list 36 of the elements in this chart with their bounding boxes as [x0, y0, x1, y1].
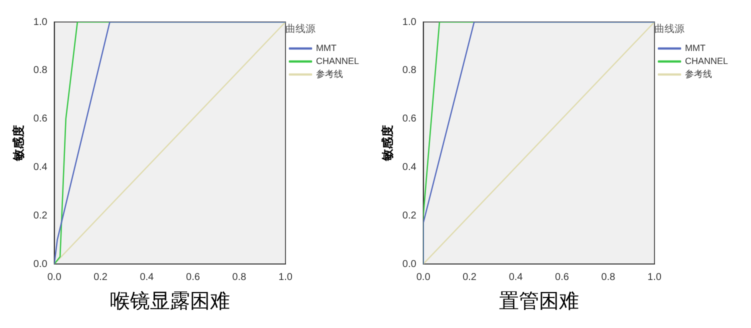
y-axis-title: 敏感度	[11, 125, 26, 162]
x-tick-label: 0.6	[186, 272, 200, 283]
legend-label: 参考线	[684, 68, 712, 79]
y-tick-label: 0.6	[402, 114, 417, 125]
x-tick-label: 0.4	[140, 272, 154, 283]
y-tick-label: 0.2	[33, 210, 48, 222]
x-tick-label: 0.2	[462, 272, 477, 283]
y-tick-label: 0.6	[33, 114, 48, 125]
y-tick-label: 1.0	[402, 16, 417, 28]
legend-label: 参考线	[316, 68, 343, 79]
legend-label: MMT	[684, 42, 706, 53]
x-tick-label: 1.0	[648, 272, 662, 283]
legend-label: CHANNEL	[316, 56, 360, 66]
y-axis-title: 敏感度	[380, 125, 394, 162]
legend-label: MMT	[316, 42, 337, 53]
y-tick-label: 0.4	[33, 162, 48, 173]
y-tick-label: 0.4	[402, 162, 417, 173]
legend-label: CHANNEL	[684, 56, 728, 66]
y-tick-label: 0.0	[33, 258, 48, 270]
x-tick-label: 0.0	[47, 272, 62, 283]
y-tick-label: 0.2	[402, 210, 417, 222]
legend-title: 曲线源	[285, 22, 316, 35]
x-tick-label: 0.8	[601, 272, 616, 283]
x-tick-label: 0.6	[555, 272, 570, 283]
y-tick-label: 0.8	[402, 65, 417, 76]
x-tick-label: 0.2	[94, 272, 108, 283]
x-tick-label: 1.0	[278, 272, 293, 283]
legend-title: 曲线源	[654, 22, 684, 35]
x-tick-label: 0.4	[508, 272, 524, 283]
y-tick-label: 0.0	[402, 258, 417, 270]
y-tick-label: 1.0	[33, 16, 48, 28]
x-tick-label: 0.8	[232, 272, 247, 283]
x-tick-label: 0.0	[416, 272, 431, 283]
x-axis-title: 置管困难	[498, 290, 579, 312]
y-tick-label: 0.8	[33, 65, 48, 76]
x-axis-title: 喉镜显露困难	[110, 290, 230, 312]
